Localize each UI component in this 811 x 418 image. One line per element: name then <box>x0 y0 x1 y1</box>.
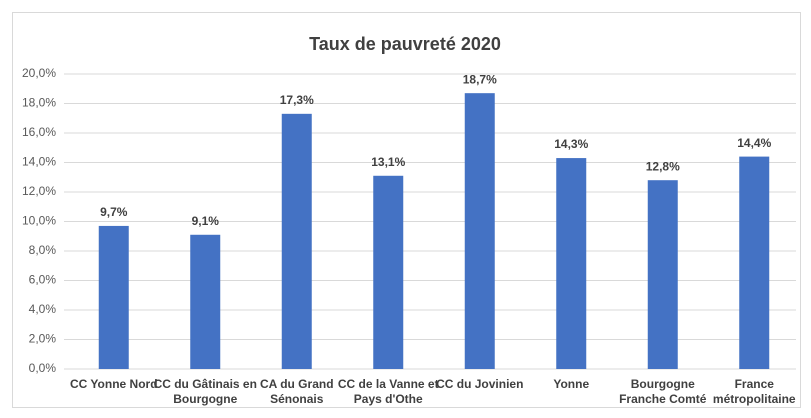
chart-border <box>12 12 801 408</box>
x-tick-label: CC Yonne Nord <box>69 377 158 391</box>
data-label: 12,8% <box>646 159 680 173</box>
x-tick-label: CC du Gâtinais en Bourgogne <box>153 377 257 406</box>
data-label: 13,1% <box>371 155 405 169</box>
y-tick-label: 20,0% <box>22 66 56 80</box>
data-label: 9,7% <box>100 205 128 219</box>
data-label: 9,1% <box>192 214 220 228</box>
data-label: 14,4% <box>737 136 771 150</box>
y-tick-label: 12,0% <box>22 184 56 198</box>
chart-title: Taux de pauvreté 2020 <box>309 34 501 54</box>
y-tick-label: 6,0% <box>29 273 57 287</box>
data-label: 14,3% <box>554 137 588 151</box>
y-tick-label: 4,0% <box>29 302 57 316</box>
bar <box>98 225 129 369</box>
bar <box>190 234 221 369</box>
y-tick-label: 14,0% <box>22 155 56 169</box>
bar <box>281 113 312 369</box>
bar <box>647 180 678 369</box>
bar <box>373 175 404 369</box>
bar <box>739 156 770 369</box>
x-tick-label: CA du Grand Sénonais <box>259 377 334 406</box>
y-tick-label: 8,0% <box>29 243 57 257</box>
x-tick-label: France métropolitaine <box>712 377 796 406</box>
y-tick-label: 10,0% <box>22 214 56 228</box>
bar <box>556 158 587 369</box>
x-tick-label: Yonne <box>553 377 590 391</box>
y-tick-label: 0,0% <box>29 361 57 375</box>
data-label: 17,3% <box>280 93 314 107</box>
y-tick-label: 18,0% <box>22 96 56 110</box>
y-tick-label: 16,0% <box>22 125 56 139</box>
x-tick-label: CC de la Vanne et Pays d'Othe <box>337 377 439 406</box>
x-tick-label: Bourgogne Franche Comté <box>619 377 707 406</box>
bar <box>464 93 495 370</box>
x-tick-label: CC du Jovinien <box>436 377 524 391</box>
data-label: 18,7% <box>463 72 497 86</box>
y-tick-label: 2,0% <box>29 332 57 346</box>
